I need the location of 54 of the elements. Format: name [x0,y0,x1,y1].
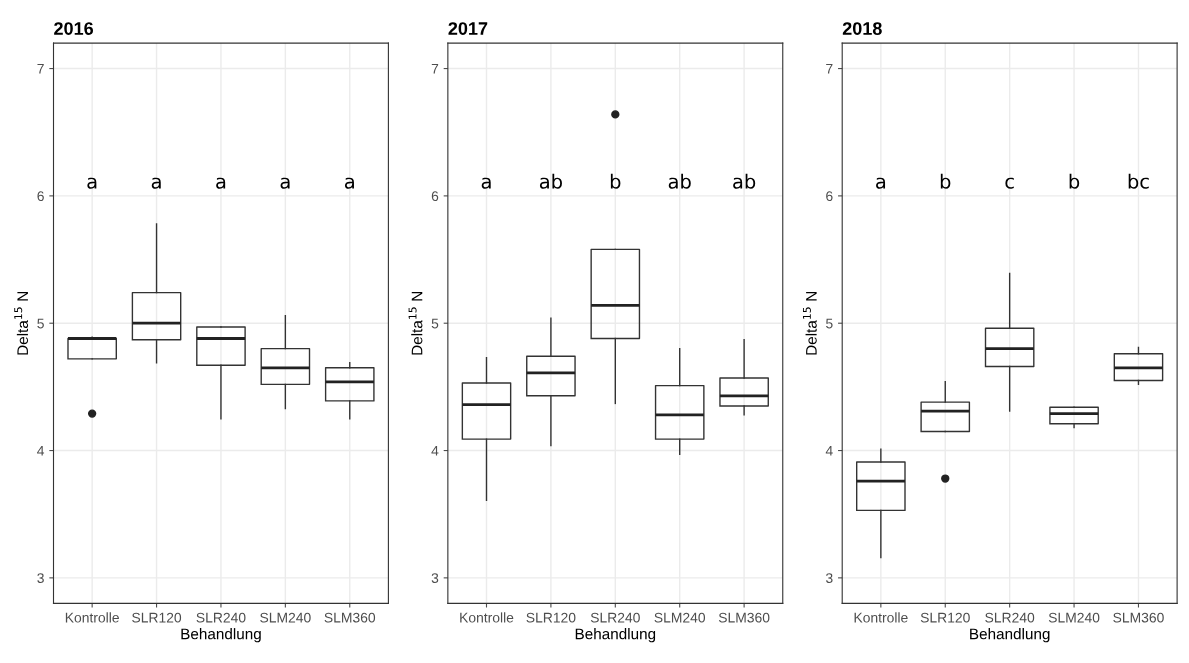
y-tick-label: 7 [37,64,44,74]
y-tick-label: 6 [826,191,833,202]
annotation: a [344,177,354,189]
x-tick-label: SLR240 [196,612,246,623]
y-tick-label: 6 [431,191,439,202]
x-tick-label: SLR240 [590,612,640,623]
y-tick-label: 4 [825,446,833,456]
x-axis-title: Behandlung [970,628,1050,643]
y-tick-label: 3 [825,573,833,584]
x-tick-label: SLM360 [718,612,770,623]
annotation: a [280,177,290,189]
x-axis-title: Behandlung [575,628,656,643]
x-tick-label: SLR120 [132,612,182,623]
annotation: ab [733,173,756,189]
y-axis-title: Delta$^{15}$ N [408,291,423,355]
x-tick-label: SLR120 [920,612,970,623]
y-axis-title: Delta$^{15}$ N [14,291,29,355]
y-tick-label: 5 [826,318,833,329]
annotation: c [1005,177,1014,189]
annotation: ab [668,173,691,189]
x-tick-label: Kontrolle [460,612,514,623]
x-tick-label: SLR120 [526,612,576,623]
x-tick-label: SLM240 [1048,612,1100,623]
annotation: bc [1128,173,1149,189]
x-tick-label: Kontrolle [854,612,908,623]
x-tick-label: Kontrolle [65,612,119,623]
annotation: a [151,177,161,189]
y-tick-label: 7 [431,64,439,74]
chart-title: 2017 [448,22,488,35]
x-tick-label: SLM240 [654,612,706,623]
annotation: ab [539,173,562,189]
y-tick-label: 4 [431,446,439,456]
chart-title: 2016 [54,22,94,35]
y-tick-label: 3 [37,573,44,584]
annotation: b [610,173,621,189]
chart-title: 2018 [842,22,882,35]
annotation: b [940,173,951,189]
x-tick-label: SLM360 [324,612,376,623]
annotation: a [87,177,97,189]
y-tick-label: 7 [826,64,833,74]
y-tick-label: 6 [37,191,44,202]
x-tick-label: SLR240 [985,612,1035,623]
y-tick-label: 3 [431,573,439,584]
x-axis-title: Behandlung [181,628,261,643]
x-tick-label: SLM360 [1113,612,1164,623]
annotation: a [481,177,491,189]
annotation: a [216,177,226,189]
annotation: a [876,177,886,189]
annotation: b [1069,173,1080,189]
y-tick-label: 5 [37,318,44,329]
y-axis-title: Delta$^{15}$ N [802,291,817,355]
x-tick-label: SLM240 [260,612,311,623]
y-tick-label: 5 [431,318,439,329]
y-tick-label: 4 [37,446,45,456]
